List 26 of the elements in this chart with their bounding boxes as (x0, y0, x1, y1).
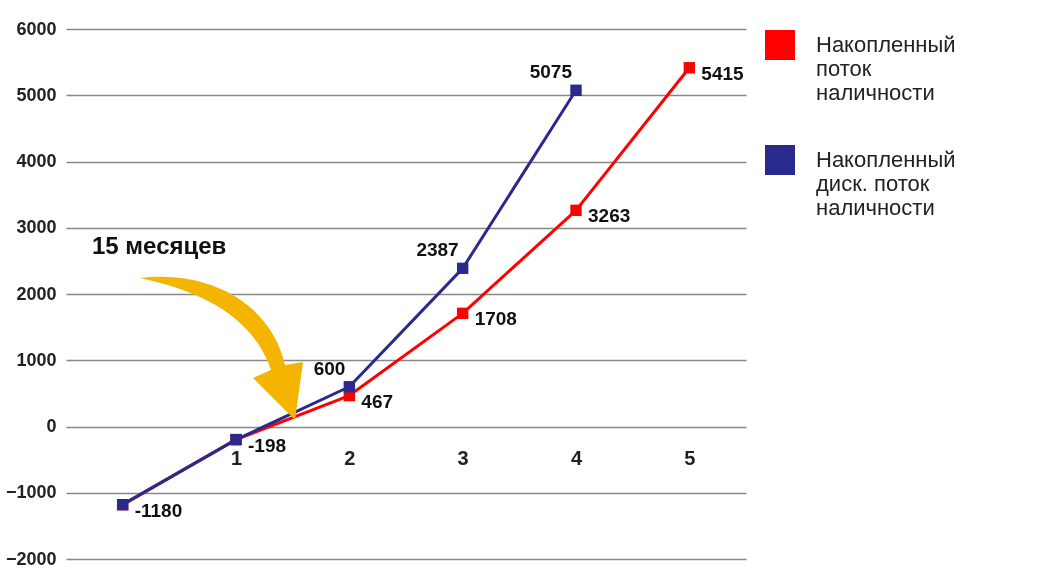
data-label: 467 (361, 390, 394, 412)
x-tick-label: 4 (570, 447, 583, 469)
legend-label: Накопленный поток наличности (816, 32, 956, 105)
annotation: 15 месяцев (92, 232, 227, 260)
x-tick-label: 1 (230, 447, 243, 469)
y-tick-label: 3000 (16, 217, 57, 238)
data-label: 2387 (416, 239, 459, 261)
y-tick-label: −1000 (5, 482, 57, 503)
y-tick-label: 4000 (16, 151, 57, 171)
x-tick-label: 3 (457, 447, 469, 469)
data-label: 600 (313, 357, 346, 379)
y-tick-label: 1000 (16, 349, 57, 370)
y-tick-label: 0 (46, 416, 57, 436)
y-tick-label: 2000 (16, 283, 57, 304)
y-tick-label: 5000 (16, 84, 57, 105)
y-tick-label: 6000 (16, 18, 57, 39)
x-tick-label: 2 (344, 447, 356, 469)
y-tick-label: −2000 (5, 548, 57, 569)
data-label: -1180 (134, 499, 183, 521)
x-tick-label: 5 (684, 447, 696, 469)
data-label: 5075 (529, 61, 573, 83)
data-label: -198 (248, 434, 287, 456)
data-label: 5415 (701, 62, 745, 84)
legend-label: Накопленный диск. поток наличности (816, 147, 956, 220)
data-label: 1708 (474, 308, 517, 330)
data-label: 3263 (588, 205, 631, 227)
